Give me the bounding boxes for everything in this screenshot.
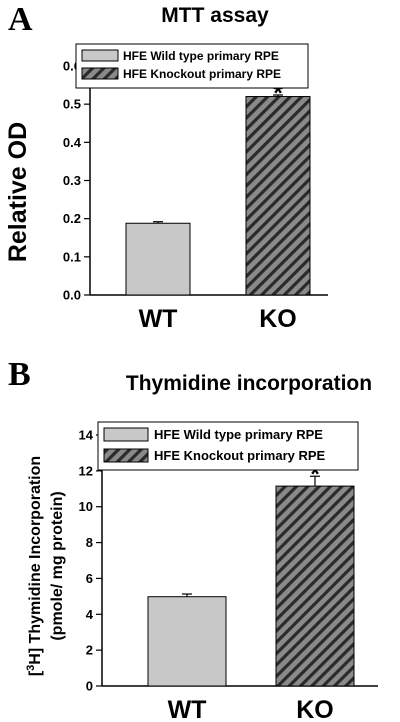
panel-a-ytick-label: 0.3 [63,173,81,188]
panel-a-ylabel: Relative OD [4,122,32,262]
panel-b-legend: HFE Wild type primary RPE HFE Knockout p… [97,421,359,471]
panel-a-ytick-label: 0.0 [63,288,81,303]
panel-a-ytick-label: 0.2 [63,211,81,226]
panel-b-plot-area: 0 2 4 6 8 10 12 14 WT * KO [79,428,378,722]
panel-b-letter: B [8,356,31,393]
panel-a-legend-label-wt: HFE Wild type primary RPE [123,49,279,63]
panel-b-ytick-label: 12 [79,463,93,478]
panel-b-legend-label-wt: HFE Wild type primary RPE [154,427,323,442]
panel-b-legend-swatch-ko [103,448,149,463]
panel-b: B Thymidine incorporation [3H] Thymidine… [8,356,378,722]
panel-b-title: Thymidine incorporation [126,372,372,395]
panel-b-bar-wt [147,596,227,687]
panel-b-ytick-label: 10 [79,499,93,514]
panel-b-ytick-label: 14 [79,428,94,443]
panel-b-ytick-label: 6 [86,571,93,586]
panel-b-ytick-label: 0 [86,679,93,694]
panel-b-category-label-ko: KO [296,696,334,722]
panel-b-legend-swatch-wt [103,427,149,442]
panel-a-ytick-label: 0.1 [63,249,81,264]
panel-a-category-label-wt: WT [139,305,178,333]
panel-b-legend-label-ko: HFE Knockout primary RPE [154,448,326,463]
panel-a-title: MTT assay [161,4,269,27]
panel-b-category-label-wt: WT [168,696,207,722]
panel-b-bar-ko [275,485,355,687]
panel-a-plot-area: 0.00.10.20.30.40.50.6 WT*KO [63,59,328,333]
panel-b-ytick-label: 4 [86,607,94,622]
panel-a: A MTT assay Relative OD 0.0 0.1 0.2 0.3 0.4 0… [4,1,328,333]
panel-a-legend-swatch-ko [81,67,119,80]
panel-a-category-label-ko: KO [259,305,297,333]
panel-b-ytick-label: 8 [86,535,93,550]
panel-a-legend-label-ko: HFE Knockout primary RPE [123,67,281,81]
panel-a-ytick-label: 0.4 [63,135,82,150]
panel-a-legend: HFE Wild type primary RPE HFE Knockout p… [75,43,309,89]
panel-b-ytick-label: 2 [86,643,93,658]
panel-a-legend-swatch-wt [81,49,119,62]
panel-b-ylabel-line1: [3H] Thymidine Incorporation [25,456,44,676]
panel-b-ylabel-line2: (pmole/ mg protein) [49,491,66,640]
panel-a-letter: A [8,1,33,38]
panel-a-bar-wt [125,222,191,296]
panel-a-bar-ko [245,96,311,296]
panel-a-significance-ko: * [273,80,283,107]
panel-a-ytick-label: 0.5 [63,97,81,112]
panel-b-significance-ko: * [310,461,320,488]
